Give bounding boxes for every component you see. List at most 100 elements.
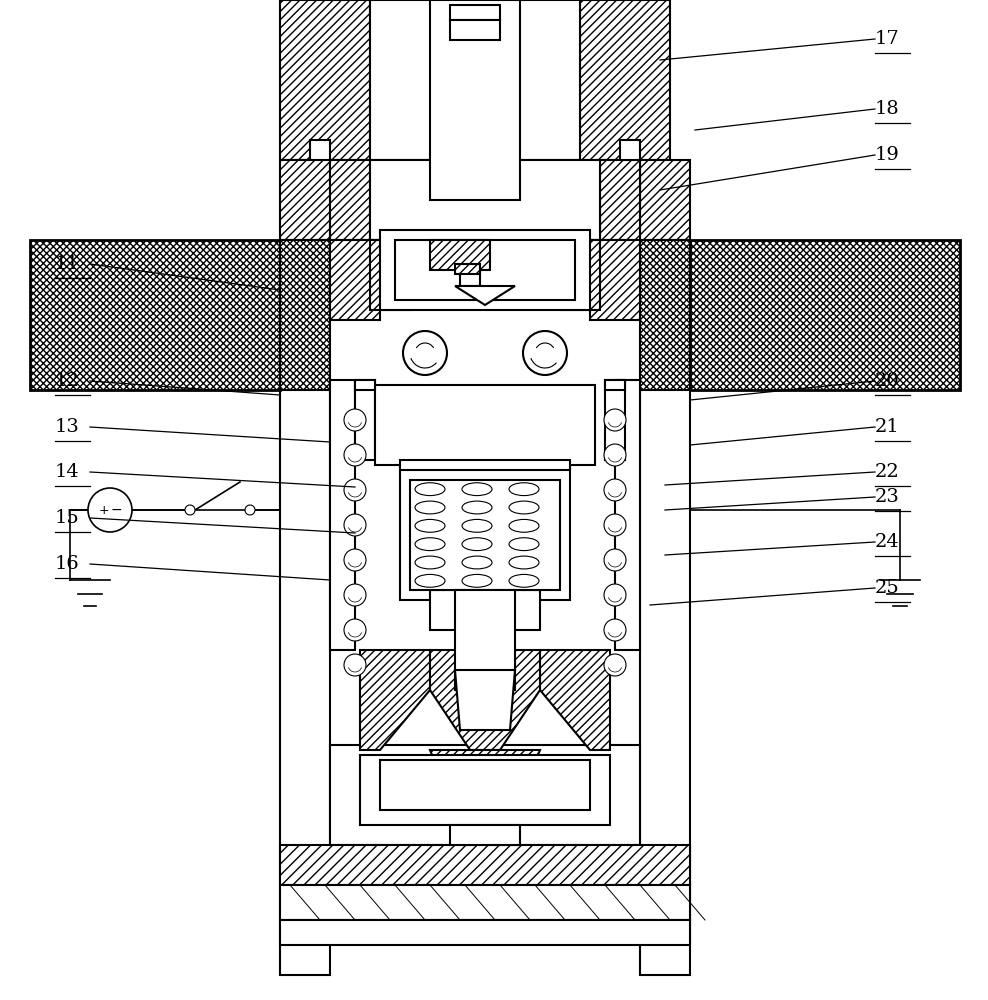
Polygon shape (430, 650, 540, 750)
Circle shape (523, 331, 567, 375)
Bar (560, 240, 600, 310)
Circle shape (604, 444, 626, 466)
Polygon shape (640, 160, 690, 240)
Bar (330, 380, 355, 650)
Bar (375, 385, 595, 465)
Bar (605, 380, 625, 460)
Circle shape (344, 444, 366, 466)
Circle shape (604, 654, 626, 676)
Text: 13: 13 (55, 418, 80, 436)
Bar (455, 590, 515, 690)
Circle shape (344, 549, 366, 571)
Circle shape (245, 505, 255, 515)
Ellipse shape (415, 538, 445, 551)
Text: 17: 17 (875, 30, 900, 48)
Circle shape (604, 409, 626, 431)
Polygon shape (30, 240, 280, 390)
Polygon shape (280, 240, 330, 390)
Bar (615, 380, 640, 650)
Circle shape (344, 409, 366, 431)
Bar (355, 380, 375, 390)
Bar (400, 460, 570, 470)
Polygon shape (600, 160, 640, 240)
Ellipse shape (462, 501, 492, 514)
Circle shape (604, 549, 626, 571)
Bar (450, 5, 500, 20)
Bar (280, 885, 690, 920)
Ellipse shape (509, 574, 539, 587)
Bar (280, 385, 330, 975)
Polygon shape (280, 0, 370, 160)
Bar (360, 755, 610, 825)
Circle shape (604, 514, 626, 536)
Text: +: + (99, 504, 110, 516)
Circle shape (344, 584, 366, 606)
Bar (460, 270, 480, 286)
Circle shape (344, 619, 366, 641)
Text: 14: 14 (55, 463, 80, 481)
Polygon shape (640, 240, 690, 390)
Bar (380, 760, 590, 810)
Circle shape (604, 619, 626, 641)
Text: 18: 18 (875, 100, 900, 118)
Bar (280, 845, 690, 885)
Bar (330, 745, 640, 845)
Polygon shape (690, 240, 960, 390)
Text: −: − (111, 503, 122, 517)
Circle shape (344, 514, 366, 536)
Ellipse shape (509, 538, 539, 551)
Ellipse shape (509, 519, 539, 532)
Ellipse shape (462, 574, 492, 587)
Bar (370, 160, 600, 240)
Circle shape (344, 654, 366, 676)
Bar (430, 240, 490, 270)
Bar (450, 20, 500, 40)
Text: 15: 15 (55, 509, 80, 527)
Ellipse shape (462, 483, 492, 496)
Polygon shape (580, 0, 670, 160)
Circle shape (403, 331, 447, 375)
Text: 23: 23 (875, 488, 900, 506)
Ellipse shape (509, 483, 539, 496)
Ellipse shape (509, 556, 539, 569)
Ellipse shape (415, 574, 445, 587)
Text: 19: 19 (875, 146, 900, 164)
Polygon shape (455, 670, 515, 730)
Text: 11: 11 (55, 255, 80, 273)
Bar (410, 480, 560, 590)
Ellipse shape (462, 556, 492, 569)
Ellipse shape (462, 519, 492, 532)
Circle shape (604, 479, 626, 501)
Polygon shape (430, 750, 540, 800)
Bar (430, 0, 520, 200)
Bar (605, 380, 625, 390)
Text: 16: 16 (55, 555, 80, 573)
Text: 20: 20 (875, 372, 900, 390)
Text: 12: 12 (55, 372, 80, 390)
Polygon shape (280, 160, 330, 240)
Polygon shape (330, 240, 380, 320)
Ellipse shape (462, 538, 492, 551)
Polygon shape (590, 240, 640, 320)
Bar (370, 0, 580, 160)
Polygon shape (455, 286, 515, 305)
Text: 24: 24 (875, 533, 900, 551)
Ellipse shape (415, 501, 445, 514)
Ellipse shape (415, 483, 445, 496)
Bar (455, 264, 480, 274)
Bar (380, 230, 590, 310)
Text: 25: 25 (875, 579, 900, 597)
Circle shape (604, 584, 626, 606)
Bar (370, 240, 410, 310)
Circle shape (185, 505, 195, 515)
Bar (400, 465, 570, 600)
Bar (450, 825, 520, 845)
Ellipse shape (509, 501, 539, 514)
Text: 21: 21 (875, 418, 900, 436)
Polygon shape (360, 650, 430, 750)
Circle shape (344, 479, 366, 501)
Bar (280, 920, 690, 945)
Ellipse shape (415, 556, 445, 569)
Polygon shape (330, 160, 370, 240)
Circle shape (88, 488, 132, 532)
